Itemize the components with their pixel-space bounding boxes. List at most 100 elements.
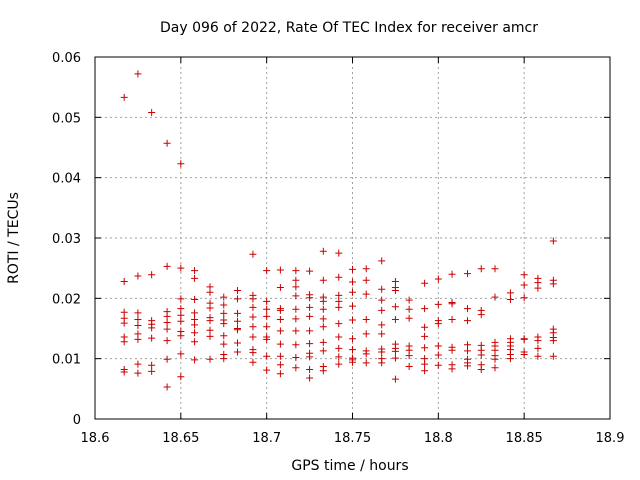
data-point — [148, 361, 156, 369]
data-point — [349, 288, 356, 296]
data-point — [163, 383, 171, 391]
data-point — [148, 324, 156, 332]
data-point — [319, 323, 327, 331]
y-tick-label: 0.05 — [52, 111, 81, 126]
data-point — [292, 283, 300, 291]
data-point — [233, 309, 241, 317]
data-point — [464, 341, 472, 349]
data-point — [319, 315, 327, 323]
data-point — [477, 366, 485, 374]
data-point — [191, 356, 199, 364]
data-point — [349, 346, 356, 354]
data-point — [292, 353, 300, 361]
data-point — [405, 352, 413, 360]
data-point — [391, 315, 399, 323]
data-point — [421, 305, 429, 313]
data-point — [292, 276, 300, 284]
data-point — [319, 297, 327, 305]
data-point — [292, 364, 300, 372]
data-point — [491, 355, 499, 363]
data-point — [378, 348, 386, 356]
data-point — [276, 327, 284, 335]
data-point — [249, 349, 257, 357]
data-point — [292, 341, 300, 349]
data-point — [448, 315, 456, 323]
data-point — [421, 367, 429, 375]
data-point — [335, 320, 343, 328]
data-point — [233, 286, 241, 294]
data-point — [520, 271, 528, 279]
data-point — [421, 323, 429, 331]
y-tick-label: 0.04 — [52, 172, 81, 187]
data-point — [220, 340, 228, 348]
data-point — [434, 300, 442, 308]
data-point — [335, 353, 343, 361]
data-point — [263, 352, 271, 360]
data-point — [134, 70, 142, 78]
data-point — [163, 262, 171, 270]
data-point — [177, 350, 185, 358]
data-point — [148, 367, 156, 375]
data-point — [134, 309, 142, 317]
data-point — [177, 264, 185, 272]
data-point — [306, 267, 314, 275]
data-point — [405, 305, 413, 313]
data-point — [464, 270, 472, 278]
data-point — [233, 339, 241, 347]
data-point — [319, 347, 327, 355]
data-point — [163, 325, 171, 333]
x-tick-label: 18.7 — [252, 431, 281, 446]
data-point — [249, 250, 257, 258]
data-point — [349, 278, 356, 286]
data-point — [134, 360, 142, 368]
data-point — [421, 344, 429, 352]
data-point — [434, 351, 442, 359]
data-point — [378, 306, 386, 314]
data-point — [177, 317, 185, 325]
data-point — [163, 139, 171, 147]
data-point — [335, 297, 343, 305]
y-tick-label: 0.01 — [52, 353, 81, 368]
data-point — [534, 284, 542, 292]
x-tick-label: 18.75 — [334, 431, 371, 446]
data-point — [191, 321, 199, 329]
data-point — [378, 321, 386, 329]
data-point — [120, 308, 128, 316]
data-point — [349, 316, 356, 324]
data-point — [134, 272, 142, 280]
data-point — [292, 327, 300, 335]
data-point — [249, 333, 257, 341]
data-point — [520, 294, 528, 302]
data-point — [477, 351, 485, 359]
data-point — [405, 314, 413, 322]
data-point — [220, 309, 228, 317]
data-point — [335, 344, 343, 352]
data-point — [549, 352, 557, 360]
data-point — [362, 330, 370, 338]
data-point — [206, 355, 214, 363]
data-point — [349, 302, 356, 310]
data-point — [206, 332, 214, 340]
data-point — [391, 277, 399, 285]
data-point — [448, 300, 456, 308]
data-point — [464, 347, 472, 355]
data-point — [134, 321, 142, 329]
data-point — [378, 285, 386, 293]
data-point — [549, 280, 557, 288]
data-point — [362, 359, 370, 367]
data-point — [464, 317, 472, 325]
data-point — [148, 334, 156, 342]
data-point — [506, 355, 514, 363]
y-tick-label: 0 — [73, 413, 81, 428]
data-point — [362, 315, 370, 323]
data-point — [349, 335, 356, 343]
data-point — [233, 295, 241, 303]
data-point — [276, 340, 284, 348]
data-point — [220, 293, 228, 301]
data-point — [319, 305, 327, 313]
data-point — [434, 320, 442, 328]
data-point — [335, 360, 343, 368]
data-point — [276, 266, 284, 274]
y-axis-label: ROTI / TECUs — [6, 192, 22, 284]
data-point — [148, 109, 156, 117]
